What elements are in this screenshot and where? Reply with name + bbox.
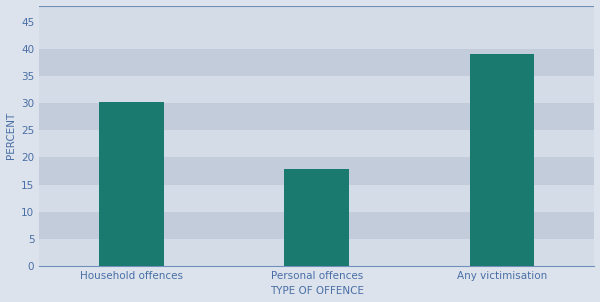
Bar	[39, 185, 595, 212]
Bar	[39, 130, 595, 158]
Bar	[39, 103, 595, 130]
Bar	[39, 158, 595, 185]
Bar	[39, 212, 595, 239]
Bar	[100, 102, 164, 266]
Bar	[39, 49, 595, 76]
X-axis label: TYPE OF OFFENCE: TYPE OF OFFENCE	[270, 286, 364, 297]
Bar	[284, 169, 349, 266]
Bar	[470, 54, 534, 266]
Y-axis label: PERCENT: PERCENT	[5, 112, 16, 159]
Bar	[39, 5, 595, 22]
Bar	[39, 22, 595, 49]
Bar	[39, 239, 595, 266]
Bar	[39, 76, 595, 103]
